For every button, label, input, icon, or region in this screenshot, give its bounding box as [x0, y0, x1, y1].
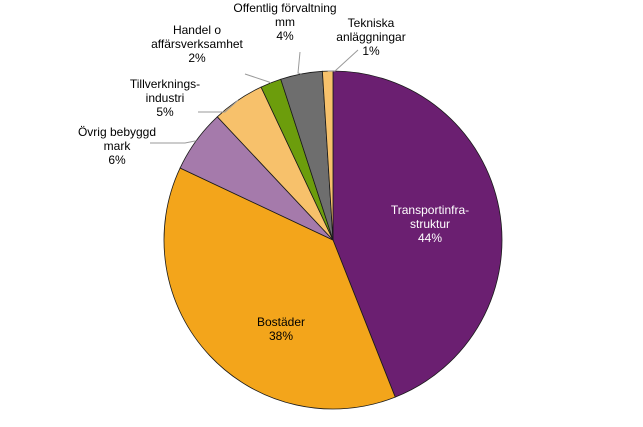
- leader-line: [327, 49, 359, 72]
- slice-value-label: 4%: [276, 29, 294, 43]
- slice-label: Tekniska anläggningar 1%: [336, 16, 405, 58]
- pie-slices: [163, 70, 503, 410]
- leader-line: [150, 140, 197, 144]
- slice-value-label: 44%: [418, 231, 442, 245]
- slice-labels: Transportinfra-struktur 44% Bostäder 38% Övr…: [78, 1, 469, 343]
- slice-name-label: mm: [275, 15, 295, 29]
- slice-value-label: 2%: [188, 51, 206, 65]
- slice-name-label: anläggningar: [336, 30, 405, 44]
- slice-name-label: mark: [104, 139, 132, 153]
- slice-name-label: Bostäder: [257, 315, 305, 329]
- leader-line: [198, 99, 239, 113]
- slice-name-label: Transportinfra-: [391, 203, 469, 217]
- pie-slice: [332, 70, 503, 398]
- slice-name-label: industri: [146, 91, 185, 105]
- slice-label: Bostäder 38%: [257, 315, 305, 343]
- leader-lines: [150, 49, 359, 144]
- slice-label: Tillverknings-industri 5%: [130, 77, 200, 119]
- slice-value-label: 5%: [156, 105, 174, 119]
- pie-slice: [163, 167, 396, 410]
- slice-value-label: 1%: [362, 44, 380, 58]
- leader-line: [297, 51, 302, 75]
- slice-name-label: Övrig bebyggd: [78, 125, 156, 139]
- slice-value-label: 6%: [108, 153, 126, 167]
- slice-label: Handel o affärsverksamhet 2%: [151, 23, 243, 65]
- slice-value-label: 38%: [269, 329, 293, 343]
- slice-name-label: Tekniska: [348, 16, 395, 30]
- slice-name-label: Offentlig förvaltning: [233, 1, 336, 15]
- slice-name-label: Tillverknings-: [130, 77, 200, 91]
- slice-label: Offentlig förvaltning mm 4%: [233, 1, 336, 43]
- slice-name-label: struktur: [410, 217, 450, 231]
- slice-name-label: Handel o: [173, 23, 221, 37]
- slice-name-label: affärsverksamhet: [151, 37, 243, 51]
- slice-label: Transportinfra-struktur 44%: [391, 203, 469, 245]
- slice-label: Övrig bebyggd mark 6%: [78, 125, 156, 167]
- leader-line: [244, 73, 272, 84]
